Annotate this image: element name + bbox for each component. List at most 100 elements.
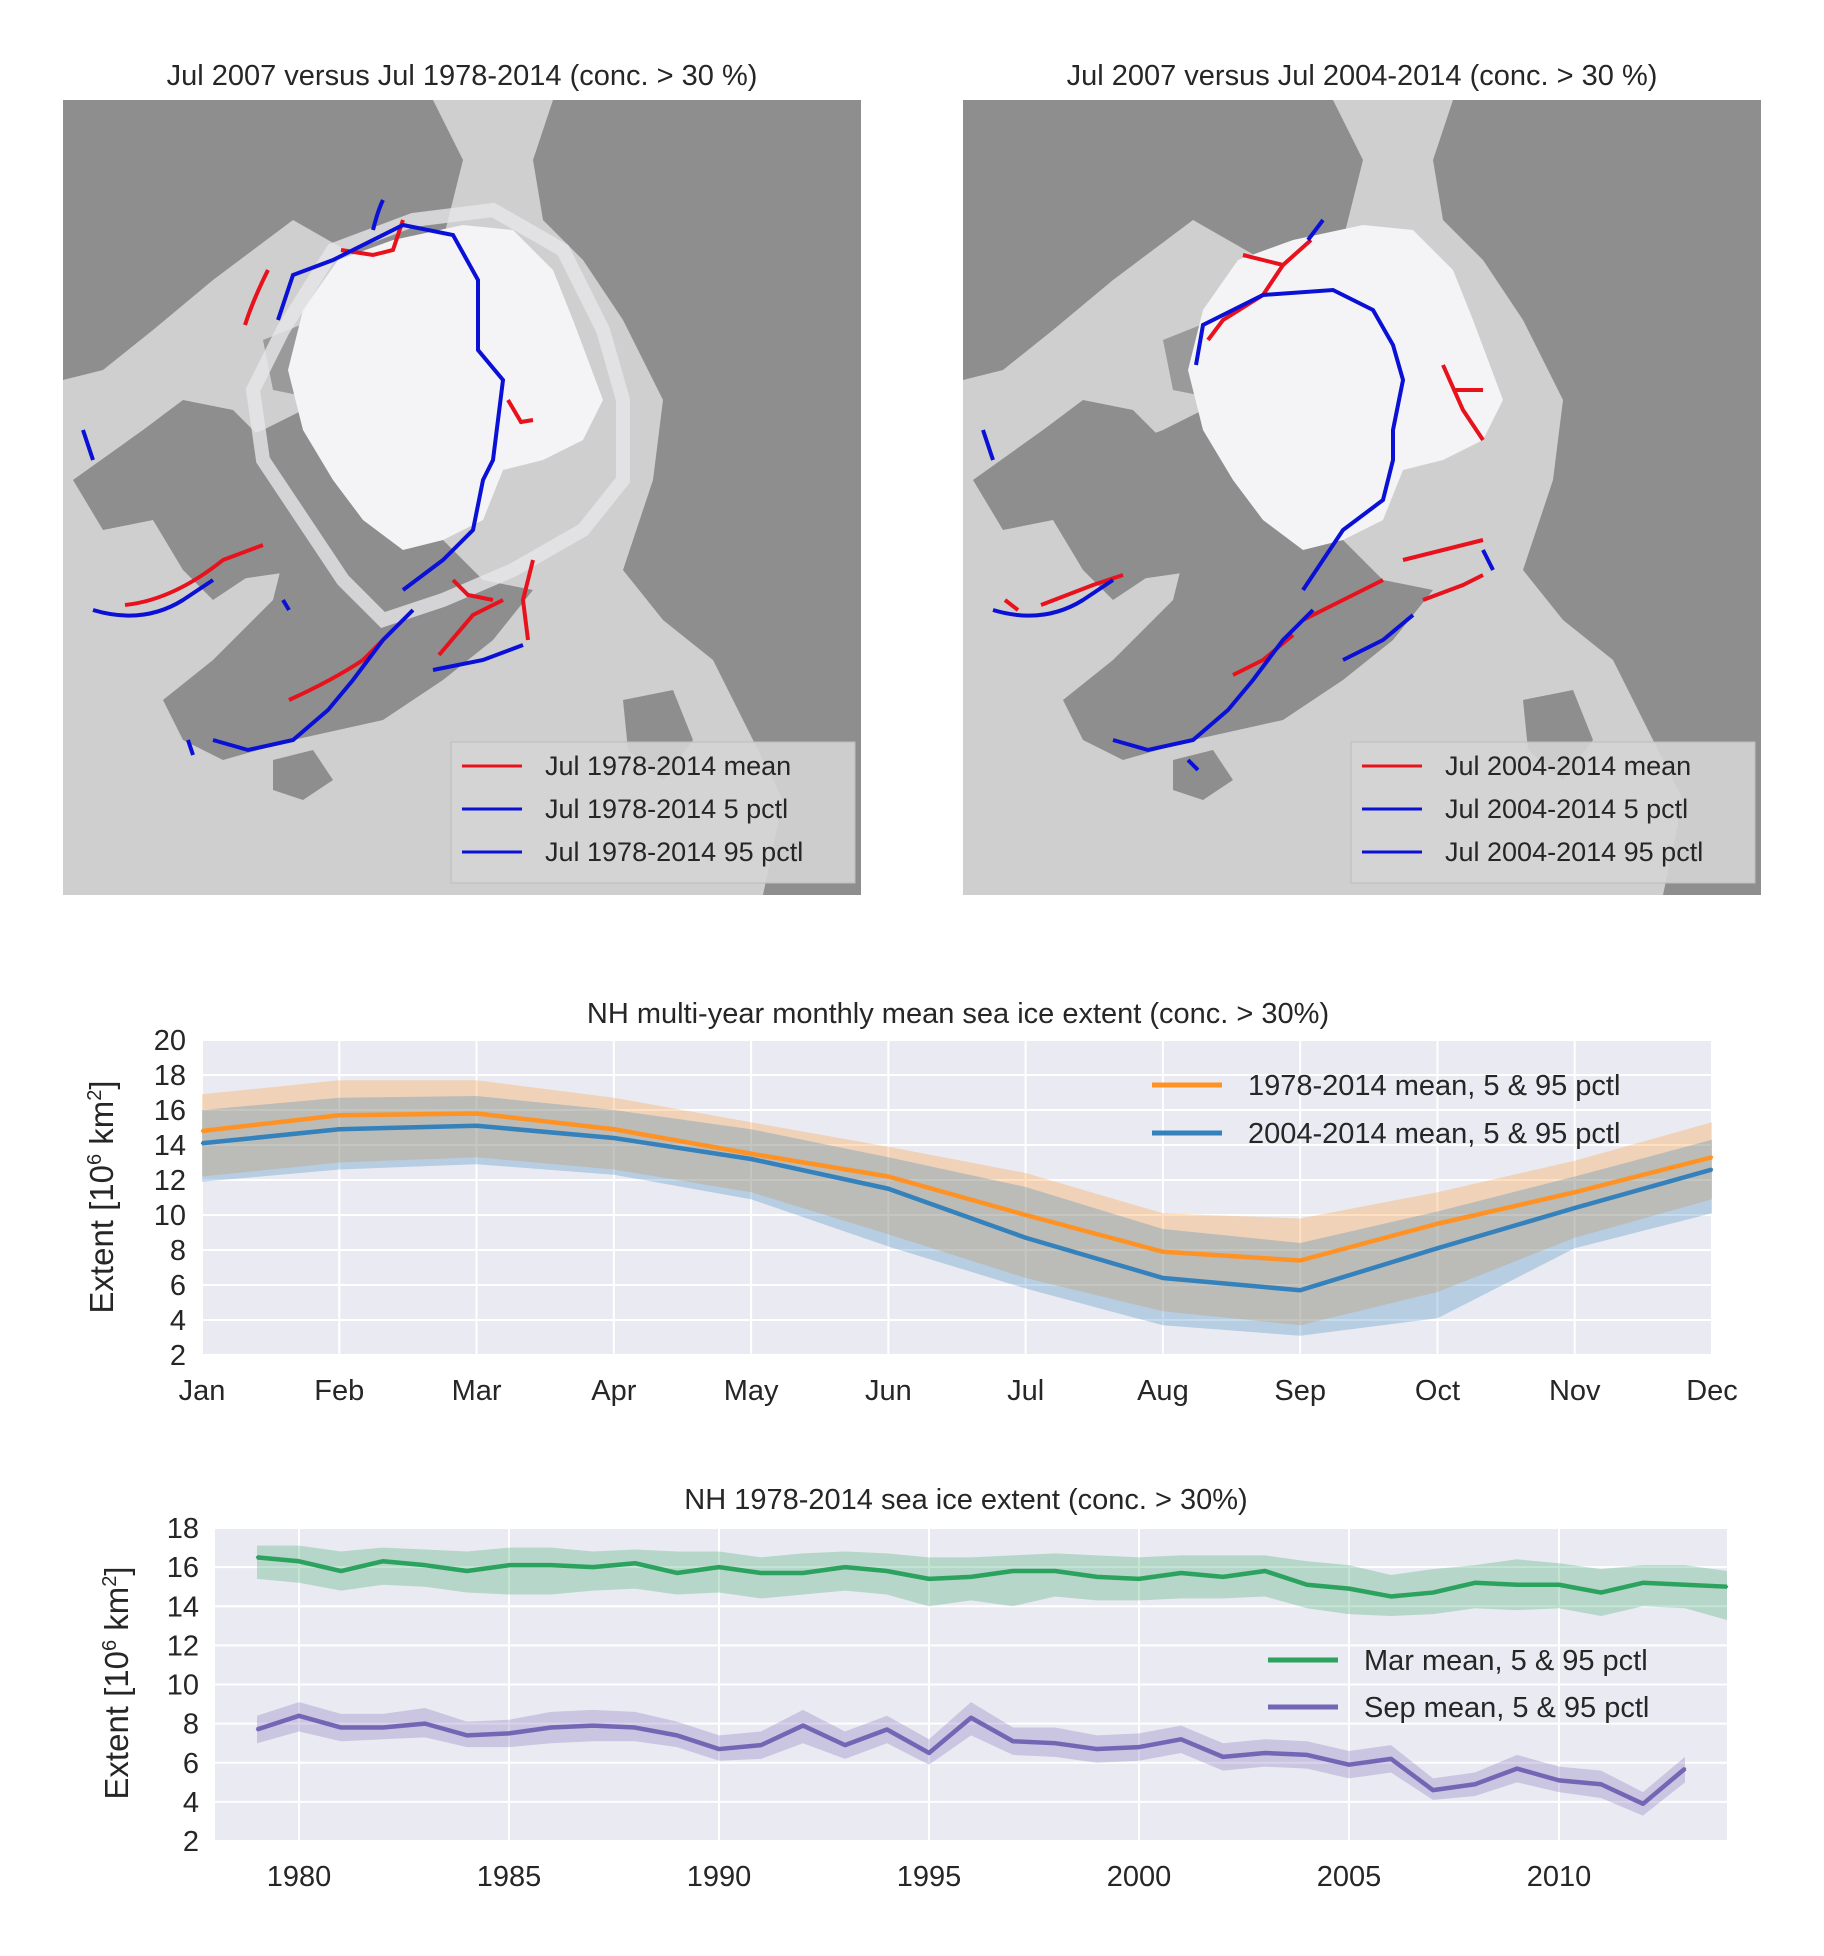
- x-tick-label: Feb: [314, 1375, 364, 1407]
- mean-point-series-0: [1599, 1591, 1603, 1594]
- x-tick-label: 1980: [267, 1861, 332, 1893]
- mean-point-series-0: [801, 1571, 805, 1575]
- map2-legend: Jul 2004-2014 mean Jul 2004-2014 5 pctl …: [1350, 741, 1756, 884]
- mean-point-series-1: [465, 1734, 469, 1737]
- percentile-band-series-1: [257, 1702, 1685, 1816]
- mean-point-series-0: [200, 1129, 204, 1133]
- mean-point-series-0: [1725, 1585, 1729, 1588]
- mean-point-series-1: [612, 1136, 616, 1140]
- mean-point-series-1: [1557, 1779, 1561, 1782]
- mean-point-series-0: [1641, 1581, 1645, 1584]
- map1-legend-label-2: Jul 1978-2014 95 pctl: [545, 837, 803, 867]
- percentile-band-series-1: [202, 1096, 1712, 1336]
- mean-point-series-1: [423, 1722, 427, 1725]
- mean-point-series-0: [1557, 1583, 1561, 1586]
- y-tick-label: 18: [167, 1513, 199, 1545]
- pctl-ice-edge-lines: [81, 199, 524, 756]
- map2-legend-label-1: Jul 2004-2014 5 pctl: [1445, 794, 1688, 824]
- mean-point-series-0: [1305, 1583, 1309, 1586]
- monthly-mean-lines: [200, 1111, 1714, 1293]
- mean-point-series-1: [887, 1187, 890, 1190]
- yearly-x-tick-labels: 1980 1985 1990 1995 2000 2005 2010: [267, 1861, 1592, 1893]
- legend-label-sep: Sep mean, 5 & 95 pctl: [1364, 1692, 1649, 1724]
- mean-point-series-1: [339, 1726, 343, 1729]
- percentile-band-series-0: [202, 1080, 1712, 1326]
- ylabel-close: ]: [98, 1566, 135, 1575]
- monthly-percentile-bands: [202, 1080, 1712, 1336]
- x-tick-label: 2010: [1527, 1861, 1592, 1893]
- legend-label-1978-2014: 1978-2014 mean, 5 & 95 pctl: [1248, 1070, 1620, 1102]
- map2-legend-label-0: Jul 2004-2014 mean: [1445, 751, 1691, 781]
- mean-line-series-1: [201, 1123, 1713, 1293]
- mean-point-series-1: [1095, 1747, 1099, 1751]
- mean-point-series-0: [381, 1560, 385, 1563]
- mean-point-series-1: [549, 1726, 553, 1729]
- mean-point-series-1: [927, 1751, 931, 1755]
- mean-point-series-1: [1305, 1753, 1309, 1757]
- x-tick-label: Nov: [1549, 1375, 1601, 1407]
- mean-point-series-0: [423, 1563, 427, 1567]
- y-tick-label: 6: [170, 1270, 186, 1302]
- mean-point-series-0: [1024, 1213, 1027, 1217]
- mean-point-series-1: [1024, 1236, 1027, 1239]
- mean-point-series-0: [297, 1560, 301, 1563]
- x-tick-label: May: [724, 1375, 779, 1407]
- y-tick-label: 12: [167, 1630, 199, 1662]
- ylabel-unit: km: [83, 1101, 120, 1154]
- mean-point-series-1: [1515, 1767, 1519, 1770]
- mean-point-series-0: [1298, 1259, 1302, 1262]
- mean-point-series-1: [1263, 1751, 1267, 1755]
- mean-point-series-1: [1179, 1738, 1183, 1741]
- mean-point-series-0: [1095, 1575, 1099, 1579]
- mean-point-series-1: [1473, 1783, 1477, 1786]
- mean-point-series-0: [1515, 1583, 1519, 1586]
- mean-point-series-0: [1436, 1222, 1439, 1225]
- mean-point-series-0: [591, 1565, 595, 1569]
- monthly-y-axis-label: Extent [106 km2]: [83, 1080, 120, 1313]
- mean-point-series-0: [1389, 1595, 1393, 1598]
- y-tick-label: 4: [170, 1305, 186, 1337]
- mean-point-series-0: [675, 1571, 679, 1575]
- x-tick-label: Mar: [452, 1375, 502, 1407]
- pctl-ice-edge-lines: [981, 218, 1495, 772]
- mean-point-series-0: [1053, 1569, 1057, 1573]
- ice-edge-zone: [245, 202, 630, 629]
- mean-point-series-1: [801, 1724, 805, 1727]
- mean-point-series-0: [885, 1569, 889, 1573]
- yearly-y-axis-label: Extent [106 km2]: [98, 1566, 135, 1799]
- y-tick-label: 6: [183, 1748, 199, 1780]
- mean-point-series-1: [1436, 1247, 1439, 1250]
- mean-point-series-0: [843, 1565, 847, 1569]
- ylabel-exponent: 6: [99, 1640, 121, 1651]
- y-tick-label: 4: [183, 1787, 199, 1819]
- mean-point-series-0: [749, 1152, 753, 1155]
- mean-point-series-1: [885, 1728, 889, 1731]
- y-tick-label: 14: [154, 1130, 186, 1162]
- mean-point-series-1: [675, 1734, 679, 1737]
- mean-point-series-1: [297, 1714, 301, 1718]
- x-tick-label: Aug: [1137, 1375, 1189, 1407]
- mean-point-series-0: [612, 1128, 616, 1131]
- mean-ice-edge-lines: [124, 219, 535, 702]
- monthly-gridlines: [201, 1039, 1713, 1356]
- mean-line-series-0: [201, 1111, 1713, 1263]
- x-tick-label: 2000: [1107, 1861, 1172, 1893]
- x-tick-label: Jan: [179, 1375, 226, 1407]
- x-tick-label: Apr: [591, 1375, 636, 1407]
- monthly-chart-title: NH multi-year monthly mean sea ice exten…: [587, 998, 1329, 1030]
- mean-point-series-1: [1389, 1757, 1393, 1761]
- mean-point-series-1: [969, 1716, 973, 1719]
- map1-legend-label-1: Jul 1978-2014 5 pctl: [545, 794, 788, 824]
- mean-point-series-1: [1641, 1802, 1645, 1806]
- mean-point-series-1: [1011, 1740, 1015, 1743]
- map1-legend-label-0: Jul 1978-2014 mean: [545, 751, 791, 781]
- mean-point-series-1: [1221, 1755, 1225, 1759]
- mean-point-series-0: [549, 1563, 553, 1567]
- mean-point-series-1: [759, 1743, 763, 1747]
- y-tick-label: 20: [154, 1025, 186, 1057]
- y-tick-label: 2: [183, 1826, 199, 1858]
- ylabel-unit-exponent: 2: [99, 1576, 121, 1587]
- x-tick-label: 1995: [897, 1861, 962, 1893]
- y-tick-label: 18: [154, 1060, 186, 1092]
